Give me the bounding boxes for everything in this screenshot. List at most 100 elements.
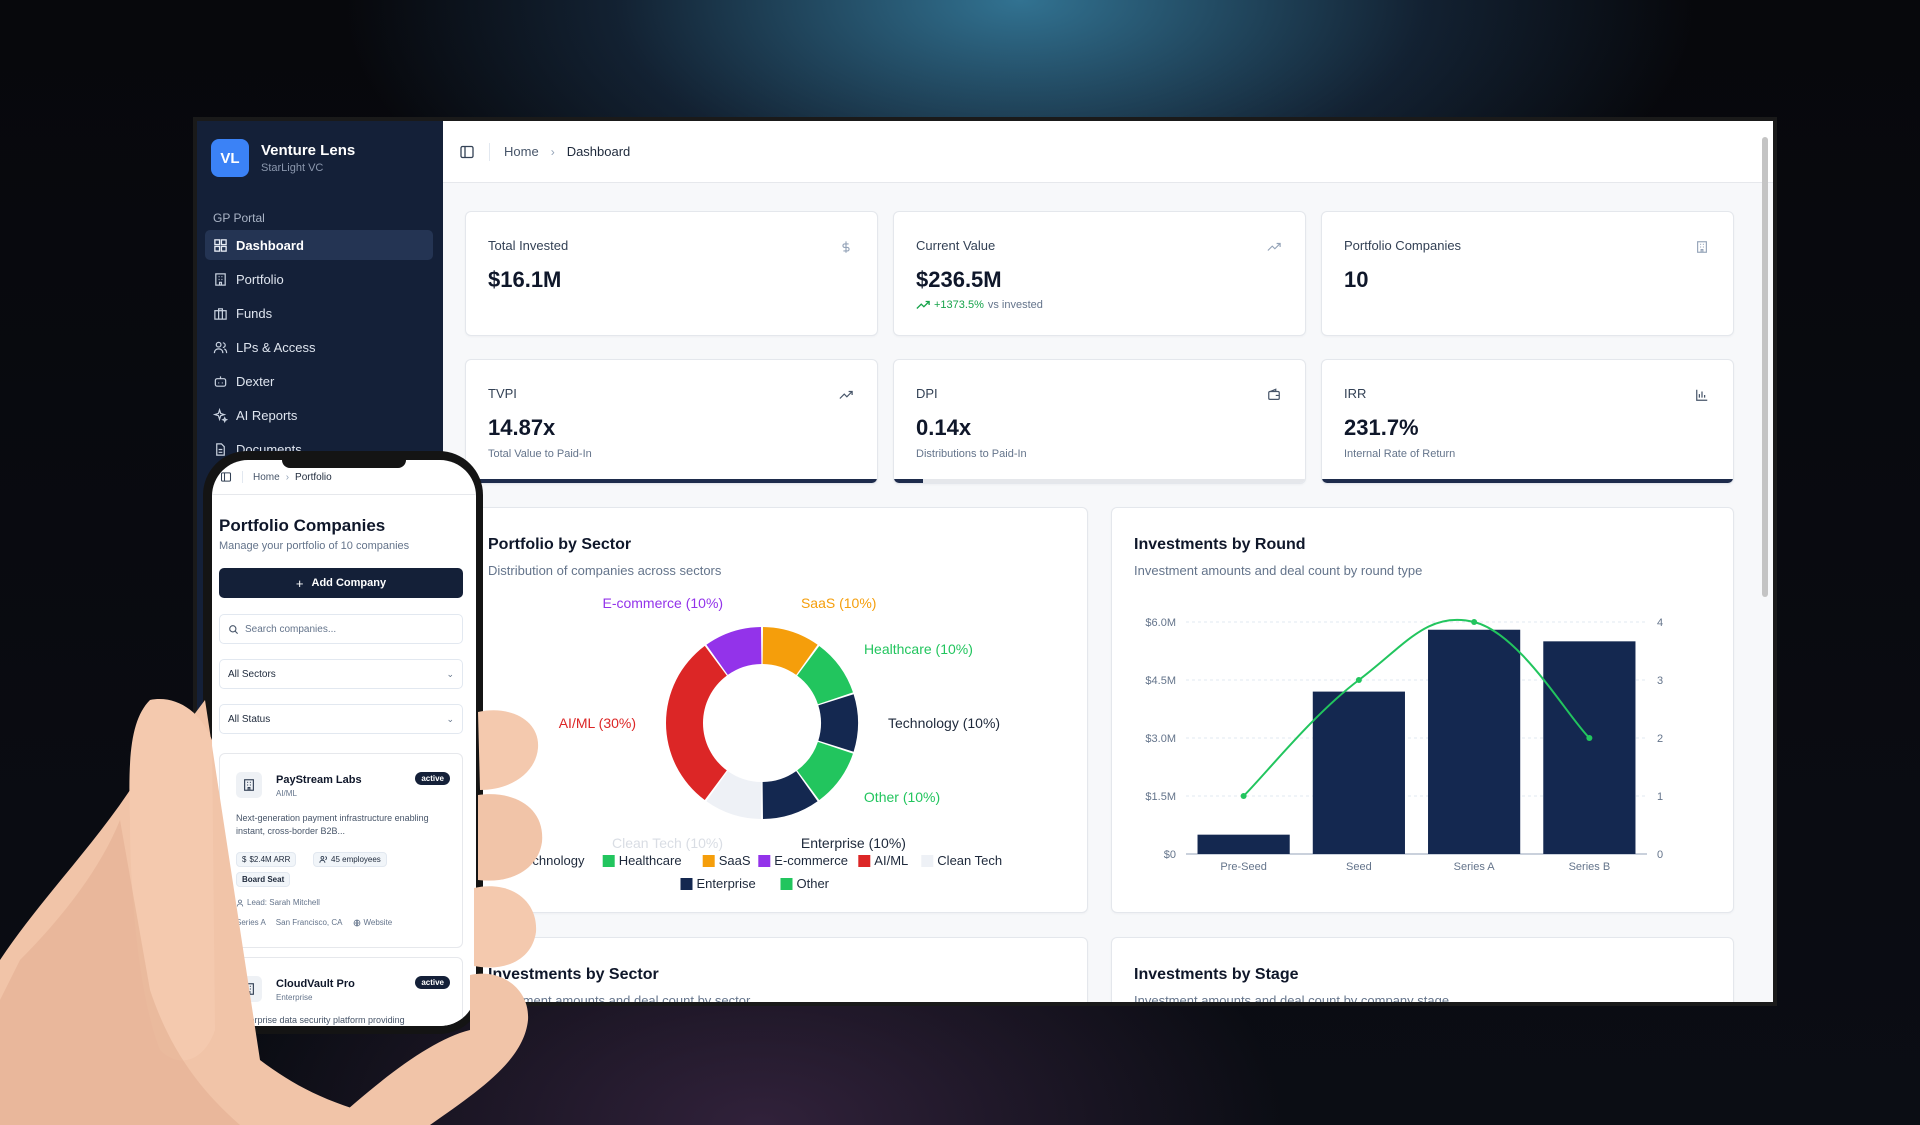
sector-filter-select[interactable]: All Sectors ⌄ bbox=[219, 659, 463, 689]
kpi-dpi: DPI 0.14x Distributions to Paid-In bbox=[893, 359, 1306, 484]
x-tick-label: Series B bbox=[1569, 861, 1611, 873]
website-link[interactable]: Website bbox=[363, 918, 393, 927]
sidebar-item-label: Dashboard bbox=[236, 237, 304, 253]
progress-fill bbox=[466, 479, 877, 483]
bot-icon bbox=[214, 375, 227, 387]
company-location: San Francisco, CA bbox=[275, 918, 343, 927]
donut-label: Enterprise (10%) bbox=[801, 835, 906, 851]
legend-swatch bbox=[602, 855, 615, 867]
panel-subtitle: Investment amounts and deal count by rou… bbox=[1134, 563, 1423, 578]
legend-label: SaaS bbox=[719, 853, 751, 868]
legend-label: Clean Tech bbox=[937, 853, 1002, 868]
kpi-total-invested: Total Invested $16.1M bbox=[465, 211, 878, 336]
search-input[interactable]: Search companies... bbox=[219, 614, 463, 644]
legend-swatch bbox=[702, 855, 715, 867]
panel-title: Portfolio by Sector bbox=[488, 536, 632, 553]
sidebar-item-funds[interactable]: Funds bbox=[205, 298, 433, 328]
progress-track bbox=[1322, 479, 1733, 483]
kpi-tvpi: TVPI 14.87x Total Value to Paid-In bbox=[465, 359, 878, 484]
chevron-right-icon: › bbox=[285, 471, 290, 483]
deal-count-point bbox=[1240, 793, 1247, 799]
company-description: Next-generation payment infrastructure e… bbox=[236, 813, 429, 836]
employees-chip: 45 employees bbox=[313, 852, 387, 867]
sidebar-item-dashboard[interactable]: Dashboard bbox=[205, 230, 433, 260]
sidebar-toggle-icon[interactable] bbox=[459, 144, 475, 160]
x-tick-label: Seed bbox=[1346, 861, 1372, 873]
y-right-tick-label: 2 bbox=[1657, 733, 1663, 745]
chevron-right-icon: › bbox=[550, 144, 555, 159]
sidebar-item-label: AI Reports bbox=[236, 407, 298, 423]
bar-pre-seed bbox=[1197, 834, 1290, 854]
dollar-icon: $ bbox=[242, 855, 247, 864]
panel-investments-by-stage: Investments by Stage Investment amounts … bbox=[1111, 937, 1734, 1002]
trending-up-icon bbox=[916, 300, 930, 309]
trending-up-icon bbox=[839, 390, 853, 399]
donut-slice-saas bbox=[762, 627, 818, 675]
main-content: Home › Dashboard Total Invested $16.1M C… bbox=[443, 121, 1773, 1002]
breadcrumb-current: Dashboard bbox=[566, 144, 631, 159]
donut-label: E-commerce (10%) bbox=[602, 595, 723, 611]
y-right-tick-label: 1 bbox=[1657, 791, 1663, 803]
brand-logo: VL bbox=[211, 139, 249, 177]
chevron-down-icon: ⌄ bbox=[446, 668, 454, 679]
bar-series-a bbox=[1428, 629, 1521, 854]
sidebar-item-portfolio[interactable]: Portfolio bbox=[205, 264, 433, 294]
brand[interactable]: VL Venture Lens StarLight VC bbox=[211, 139, 355, 177]
sidebar-item-dexter[interactable]: Dexter bbox=[205, 366, 433, 396]
bar-series-b bbox=[1543, 641, 1636, 854]
y-left-tick-label: $0 bbox=[1164, 849, 1176, 861]
legend-label: Technology bbox=[519, 853, 585, 868]
donut-label: Technology (10%) bbox=[888, 715, 1000, 731]
nav-section-label: GP Portal bbox=[213, 211, 265, 225]
kpi-label: DPI bbox=[916, 386, 938, 401]
kpi-delta: +1373.5% vs invested bbox=[916, 299, 1043, 311]
users-icon bbox=[319, 855, 327, 863]
status-badge: active bbox=[415, 976, 450, 989]
sidebar-item-label: Portfolio bbox=[236, 271, 284, 287]
kpi-subtitle: Total Value to Paid-In bbox=[488, 448, 592, 460]
sidebar-item-label: LPs & Access bbox=[236, 339, 316, 355]
employees-value: 45 employees bbox=[331, 855, 381, 864]
briefcase-icon bbox=[214, 307, 227, 320]
kpi-label: Portfolio Companies bbox=[1344, 238, 1462, 253]
user-icon bbox=[236, 899, 244, 907]
sector-filter-value: All Sectors bbox=[228, 668, 276, 680]
dollar-icon bbox=[842, 241, 850, 253]
arr-value: $2.4M ARR bbox=[249, 855, 291, 864]
donut-label: AI/ML (30%) bbox=[559, 715, 636, 731]
wallet-icon bbox=[1268, 388, 1280, 400]
breadcrumb-home[interactable]: Home bbox=[504, 144, 539, 159]
scrollbar-thumb[interactable] bbox=[1762, 137, 1768, 597]
breadcrumb-home[interactable]: Home bbox=[253, 471, 280, 483]
panel-title: Investments by Sector bbox=[488, 966, 659, 983]
company-sector: Enterprise bbox=[276, 993, 313, 1002]
donut-label: SaaS (10%) bbox=[801, 595, 876, 611]
divider bbox=[489, 142, 490, 161]
company-card[interactable]: PayStream Labs AI/ML active Next-generat… bbox=[219, 753, 463, 948]
sidebar-item-lps[interactable]: LPs & Access bbox=[205, 332, 433, 362]
company-card[interactable]: CloudVault Pro Enterprise active Enterpr… bbox=[219, 957, 463, 1026]
status-filter-select[interactable]: All Status ⌄ bbox=[219, 704, 463, 734]
kpi-value: 10 bbox=[1344, 267, 1369, 292]
legend-label: Other bbox=[797, 876, 830, 891]
company-round: Series A bbox=[236, 918, 266, 927]
progress-track bbox=[466, 479, 877, 483]
panel-title: Investments by Stage bbox=[1134, 966, 1299, 983]
x-tick-label: Pre-Seed bbox=[1220, 861, 1266, 873]
legend-label: Healthcare bbox=[619, 853, 682, 868]
file-icon bbox=[216, 442, 225, 456]
sidebar-toggle-icon[interactable] bbox=[220, 471, 232, 483]
add-company-button[interactable]: + Add Company bbox=[219, 568, 463, 598]
scrollbar[interactable] bbox=[1761, 127, 1769, 1002]
legend-swatch bbox=[858, 855, 871, 867]
donut-slice-technology bbox=[818, 694, 858, 752]
plus-icon: + bbox=[295, 575, 304, 591]
sidebar-item-label: Funds bbox=[236, 305, 273, 321]
company-lead: Lead: Sarah Mitchell bbox=[236, 898, 320, 907]
sidebar-item-ai-reports[interactable]: AI Reports bbox=[205, 400, 433, 430]
page-subtitle: Manage your portfolio of 10 companies bbox=[219, 540, 410, 552]
divider bbox=[242, 471, 243, 483]
trending-up-icon bbox=[1267, 242, 1281, 251]
panel-title: Investments by Round bbox=[1134, 536, 1306, 553]
y-right-tick-label: 4 bbox=[1657, 617, 1663, 629]
